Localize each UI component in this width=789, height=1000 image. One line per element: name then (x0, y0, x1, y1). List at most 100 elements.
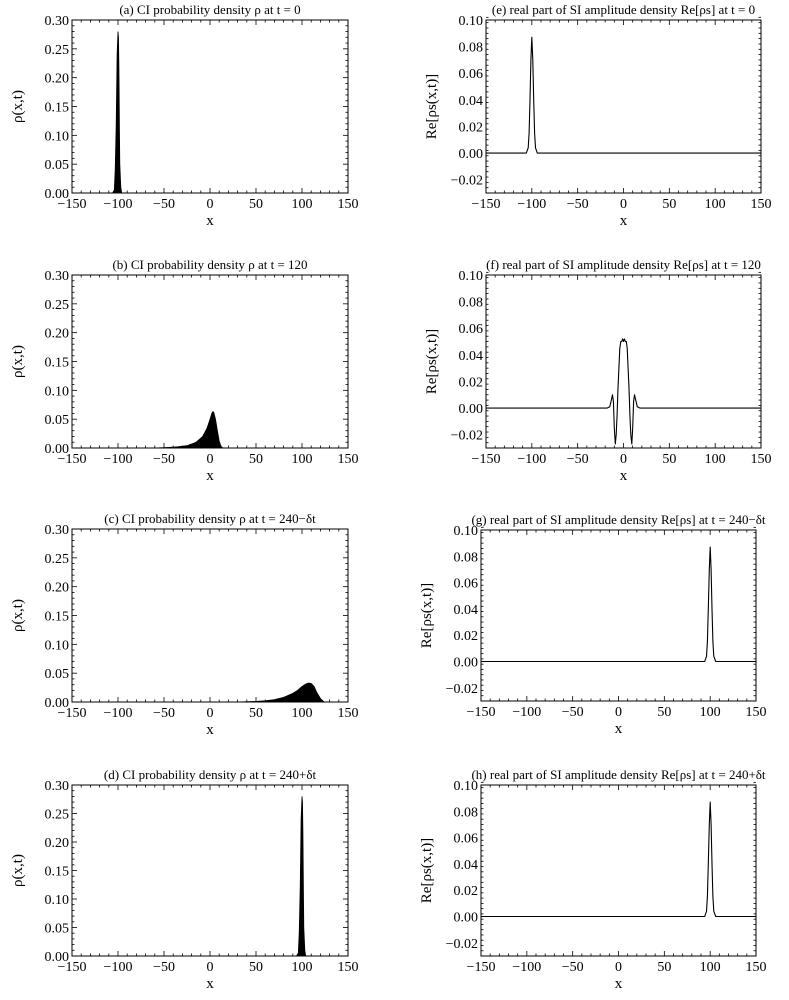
y-tick-label: −0.02 (446, 682, 478, 697)
x-tick-label: −150 (472, 452, 501, 467)
y-axis-label: ρ(x,t) (10, 854, 26, 887)
x-tick-label: 50 (249, 452, 263, 467)
y-tick-label: 0.10 (45, 893, 70, 908)
plot-frame (485, 19, 762, 194)
chart-panel-d: (d) CI probability density ρ at t = 240+… (10, 767, 359, 992)
x-tick-label: 150 (338, 452, 359, 467)
x-axis-label: x (206, 468, 214, 484)
x-tick-label: −150 (58, 452, 87, 467)
x-tick-label: −50 (567, 452, 589, 467)
x-tick-label: 50 (249, 197, 263, 212)
y-tick-label: 0.04 (459, 94, 484, 109)
chart-panel-a: (a) CI probability density ρ at t = 0 −15… (10, 2, 359, 229)
plot-frame (480, 529, 757, 702)
x-tick-label: 150 (338, 706, 359, 721)
chart-title: (h) real part of SI amplitude density Re… (471, 767, 765, 782)
x-tick-label: −100 (104, 452, 133, 467)
x-tick-label: −150 (58, 706, 87, 721)
y-tick-label: 0.04 (454, 603, 479, 618)
x-tick-label: 50 (662, 197, 676, 212)
x-tick-label: −50 (562, 960, 584, 975)
amplitude-line (481, 801, 756, 918)
x-tick-label: −100 (512, 960, 541, 975)
y-tick-label: 0.02 (459, 120, 484, 135)
x-tick-label: 0 (207, 197, 214, 212)
x-axis-label: x (206, 976, 214, 992)
x-axis-label: x (206, 213, 214, 229)
x-tick-label: 150 (751, 197, 772, 212)
y-tick-label: 0.10 (454, 779, 479, 794)
y-tick-label: 0.00 (454, 656, 479, 671)
x-axis-label: x (206, 722, 214, 738)
x-tick-label: 0 (620, 197, 627, 212)
x-tick-label: −100 (517, 197, 546, 212)
x-axis-label: x (615, 721, 623, 737)
y-tick-label: −0.02 (451, 429, 483, 444)
y-tick-label: 0.25 (45, 552, 70, 567)
x-tick-label: −100 (104, 197, 133, 212)
y-tick-label: 0.15 (45, 101, 70, 116)
y-tick-label: −0.02 (451, 174, 483, 189)
x-tick-label: −50 (153, 960, 175, 975)
y-axis-label: Re[ρs(x,t)] (424, 74, 440, 139)
x-tick-label: −150 (467, 705, 496, 720)
x-axis-label: x (615, 976, 623, 992)
x-tick-label: 0 (620, 452, 627, 467)
chart-panel-g: (g) real part of SI amplitude density Re… (419, 512, 767, 737)
y-tick-label: 0.06 (454, 577, 479, 592)
y-tick-label: 0.06 (459, 67, 484, 82)
x-tick-label: 50 (662, 452, 676, 467)
chart-title: (a) CI probability density ρ at t = 0 (119, 2, 300, 17)
x-tick-label: 50 (657, 705, 671, 720)
x-tick-label: 100 (705, 197, 726, 212)
chart-panel-e: (e) real part of SI amplitude density Re… (424, 2, 772, 229)
x-tick-label: 0 (615, 705, 622, 720)
x-tick-label: 0 (615, 960, 622, 975)
x-tick-label: −150 (467, 960, 496, 975)
x-tick-label: 150 (746, 960, 767, 975)
y-tick-label: 0.05 (45, 158, 70, 173)
x-axis-label: x (620, 468, 628, 484)
y-axis-label: ρ(x,t) (10, 345, 26, 378)
y-tick-label: 0.05 (45, 667, 70, 682)
y-tick-label: 0.25 (45, 298, 70, 313)
y-tick-label: 0.00 (45, 187, 70, 202)
x-tick-label: 100 (705, 452, 726, 467)
x-tick-label: −50 (153, 706, 175, 721)
y-tick-label: 0.15 (45, 610, 70, 625)
y-tick-label: 0.00 (459, 147, 484, 162)
chart-title: (e) real part of SI amplitude density Re… (492, 2, 755, 17)
plot-frame (71, 19, 349, 194)
chart-title: (g) real part of SI amplitude density Re… (471, 512, 765, 527)
amplitude-line (481, 546, 756, 663)
y-tick-label: 0.30 (45, 269, 70, 284)
x-tick-label: 0 (207, 452, 214, 467)
x-tick-label: 0 (207, 960, 214, 975)
y-tick-label: 0.00 (45, 442, 70, 457)
x-tick-label: 50 (657, 960, 671, 975)
y-tick-label: 0.08 (459, 41, 484, 56)
x-tick-label: −50 (567, 197, 589, 212)
y-tick-label: 0.00 (454, 911, 479, 926)
chart-title: (f) real part of SI amplitude density Re… (486, 257, 761, 272)
x-tick-label: −100 (104, 706, 133, 721)
y-tick-label: 0.30 (45, 779, 70, 794)
x-tick-label: −150 (58, 197, 87, 212)
y-tick-label: 0.00 (459, 402, 484, 417)
y-tick-label: 0.10 (45, 638, 70, 653)
x-tick-label: 100 (292, 197, 313, 212)
y-tick-label: 0.00 (45, 696, 70, 711)
x-tick-label: 100 (700, 960, 721, 975)
y-tick-label: 0.05 (45, 922, 70, 937)
x-tick-label: 100 (700, 705, 721, 720)
y-tick-label: 0.20 (45, 327, 70, 342)
density-area (154, 411, 224, 449)
y-tick-label: 0.10 (459, 14, 484, 29)
y-axis-label: Re[ρs(x,t)] (419, 838, 435, 903)
x-tick-label: −100 (517, 452, 546, 467)
chart-panel-c: (c) CI probability density ρ at t = 240−… (10, 511, 359, 738)
amplitude-line (486, 36, 761, 154)
x-tick-label: 50 (249, 706, 263, 721)
y-tick-label: 0.08 (454, 550, 479, 565)
density-area (111, 31, 123, 194)
